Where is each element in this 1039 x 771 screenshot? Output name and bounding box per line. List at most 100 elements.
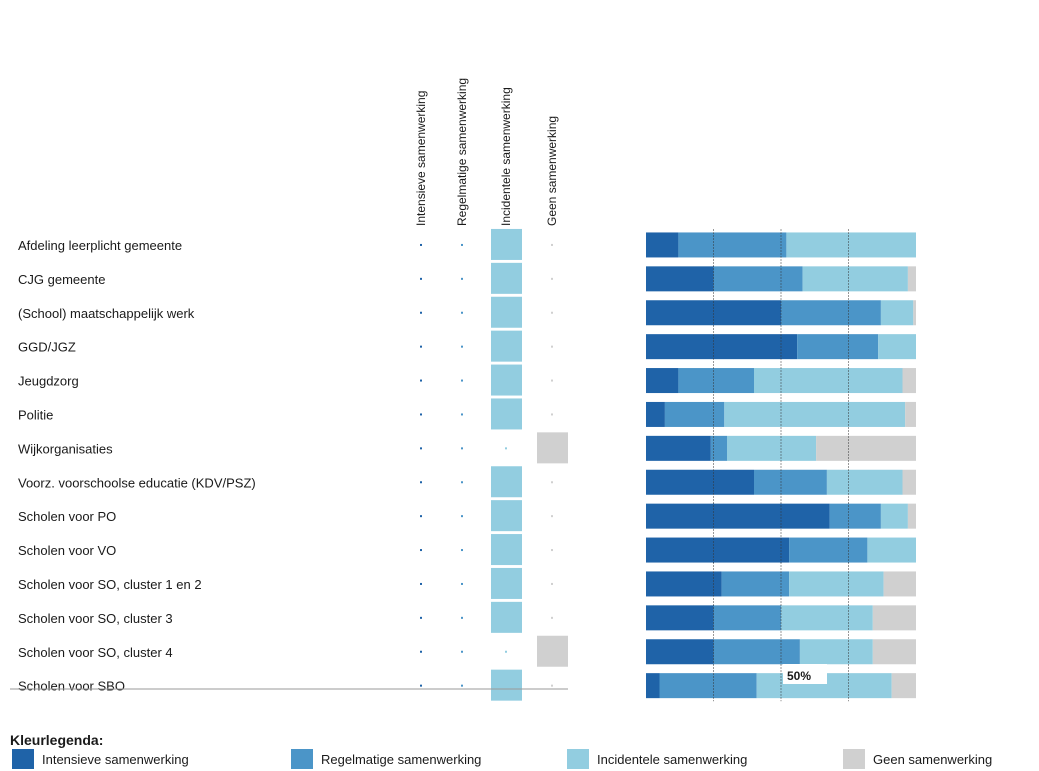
bar-segment — [905, 401, 916, 427]
bar-segment — [797, 334, 879, 360]
row-label: CJG gemeente — [18, 272, 105, 287]
bar-segment — [713, 605, 781, 631]
bar-segment — [713, 639, 800, 665]
bar-segment — [678, 368, 754, 394]
matrix-cell-dot — [551, 311, 553, 314]
bar-segment — [799, 639, 873, 665]
matrix-cell-dot — [461, 515, 463, 518]
legend-label: Regelmatige samenwerking — [321, 752, 481, 767]
bar-segment — [646, 334, 798, 360]
matrix-cell-dot — [461, 582, 463, 585]
bar-segment — [646, 537, 790, 563]
bar-segment — [880, 503, 908, 529]
row-label: Afdeling leerplicht gemeente — [18, 238, 182, 253]
bar-segment — [646, 605, 714, 631]
legend-swatch — [567, 749, 589, 769]
bar-segment — [659, 673, 757, 699]
bar-segment — [907, 503, 916, 529]
bar-segment — [867, 537, 916, 563]
matrix-cell-dot — [551, 582, 553, 585]
matrix-cell-dot — [420, 616, 422, 619]
bar-segment — [724, 401, 906, 427]
matrix-cell-highlight — [491, 364, 522, 396]
matrix-cell-dot — [461, 616, 463, 619]
row-label: GGD/JGZ — [18, 340, 76, 355]
column-header: Geen samenwerking — [545, 116, 559, 226]
matrix-cell-dot — [551, 243, 553, 246]
matrix-cell-dot — [420, 345, 422, 348]
row-label: Jeugdzorg — [18, 374, 79, 389]
bar-segment — [907, 266, 916, 292]
bar-segment — [646, 300, 781, 326]
bar-segment — [646, 401, 665, 427]
bar-segment — [902, 469, 916, 495]
matrix-cell-dot — [551, 549, 553, 552]
midline-label-background — [783, 664, 827, 684]
matrix-cell-dot — [420, 549, 422, 552]
bar-segment — [781, 300, 881, 326]
bar-segment — [646, 673, 660, 699]
matrix-cell-dot — [551, 616, 553, 619]
matrix-cell-dot — [551, 379, 553, 382]
midline-label: 50% — [787, 669, 811, 683]
dominant-category-matrix — [420, 228, 568, 701]
matrix-cell-dot — [420, 684, 422, 687]
row-labels: Afdeling leerplicht gemeente CJG gemeente… — [18, 238, 256, 694]
row-label: (School) maatschappelijk werk — [18, 306, 195, 321]
bar-segment — [646, 639, 714, 665]
bar-segment — [781, 605, 873, 631]
bar-segment — [646, 571, 722, 597]
row-label: Scholen voor SO, cluster 4 — [18, 645, 173, 660]
bar-segment — [646, 435, 711, 461]
matrix-cell-highlight — [491, 500, 522, 532]
bar-segment — [713, 266, 803, 292]
matrix-cell-dot — [461, 243, 463, 246]
matrix-cell-highlight — [537, 635, 568, 667]
bar-segment — [754, 469, 827, 495]
matrix-cell-dot — [505, 447, 507, 450]
row-label: Scholen voor SBO — [18, 679, 125, 694]
matrix-cell-highlight — [491, 567, 522, 599]
matrix-cell-highlight — [491, 296, 522, 328]
matrix-cell-highlight — [491, 466, 522, 498]
matrix-cell-dot — [461, 684, 463, 687]
bar-segment — [710, 435, 727, 461]
matrix-cell-dot — [551, 345, 553, 348]
matrix-cell-dot — [420, 277, 422, 280]
bar-segment — [721, 571, 790, 597]
matrix-cell-dot — [461, 481, 463, 484]
legend-swatch — [291, 749, 313, 769]
bar-segment — [883, 571, 916, 597]
matrix-cell-dot — [420, 243, 422, 246]
column-headers: Intensieve samenwerking Regelmatige samen… — [414, 78, 559, 226]
matrix-cell-dot — [420, 447, 422, 450]
bar-segment — [678, 232, 787, 258]
row-label: Scholen voor VO — [18, 543, 116, 558]
matrix-cell-dot — [420, 515, 422, 518]
matrix-cell-dot — [461, 650, 463, 653]
matrix-cell-dot — [505, 650, 507, 653]
legend-title: Kleurlegenda: — [10, 732, 103, 748]
matrix-cell-highlight — [491, 398, 522, 430]
legend-label: Incidentele samenwerking — [597, 752, 747, 767]
matrix-cell-dot — [461, 379, 463, 382]
matrix-cell-dot — [420, 650, 422, 653]
matrix-cell-dot — [420, 582, 422, 585]
matrix-cell-highlight — [491, 262, 522, 294]
row-label: Scholen voor SO, cluster 1 en 2 — [18, 577, 202, 592]
bar-segment — [646, 503, 830, 529]
bar-segment — [789, 537, 868, 563]
matrix-cell-dot — [461, 413, 463, 416]
bar-segment — [902, 368, 916, 394]
matrix-cell-highlight — [491, 228, 522, 260]
bar-segment — [872, 605, 916, 631]
bar-segment — [754, 368, 903, 394]
matrix-cell-dot — [551, 684, 553, 687]
matrix-cell-dot — [551, 277, 553, 280]
legend-swatch — [12, 749, 34, 769]
column-header: Incidentele samenwerking — [499, 87, 513, 226]
legend-label: Intensieve samenwerking — [42, 752, 189, 767]
matrix-cell-highlight — [537, 432, 568, 464]
legend-label: Geen samenwerking — [873, 752, 992, 767]
